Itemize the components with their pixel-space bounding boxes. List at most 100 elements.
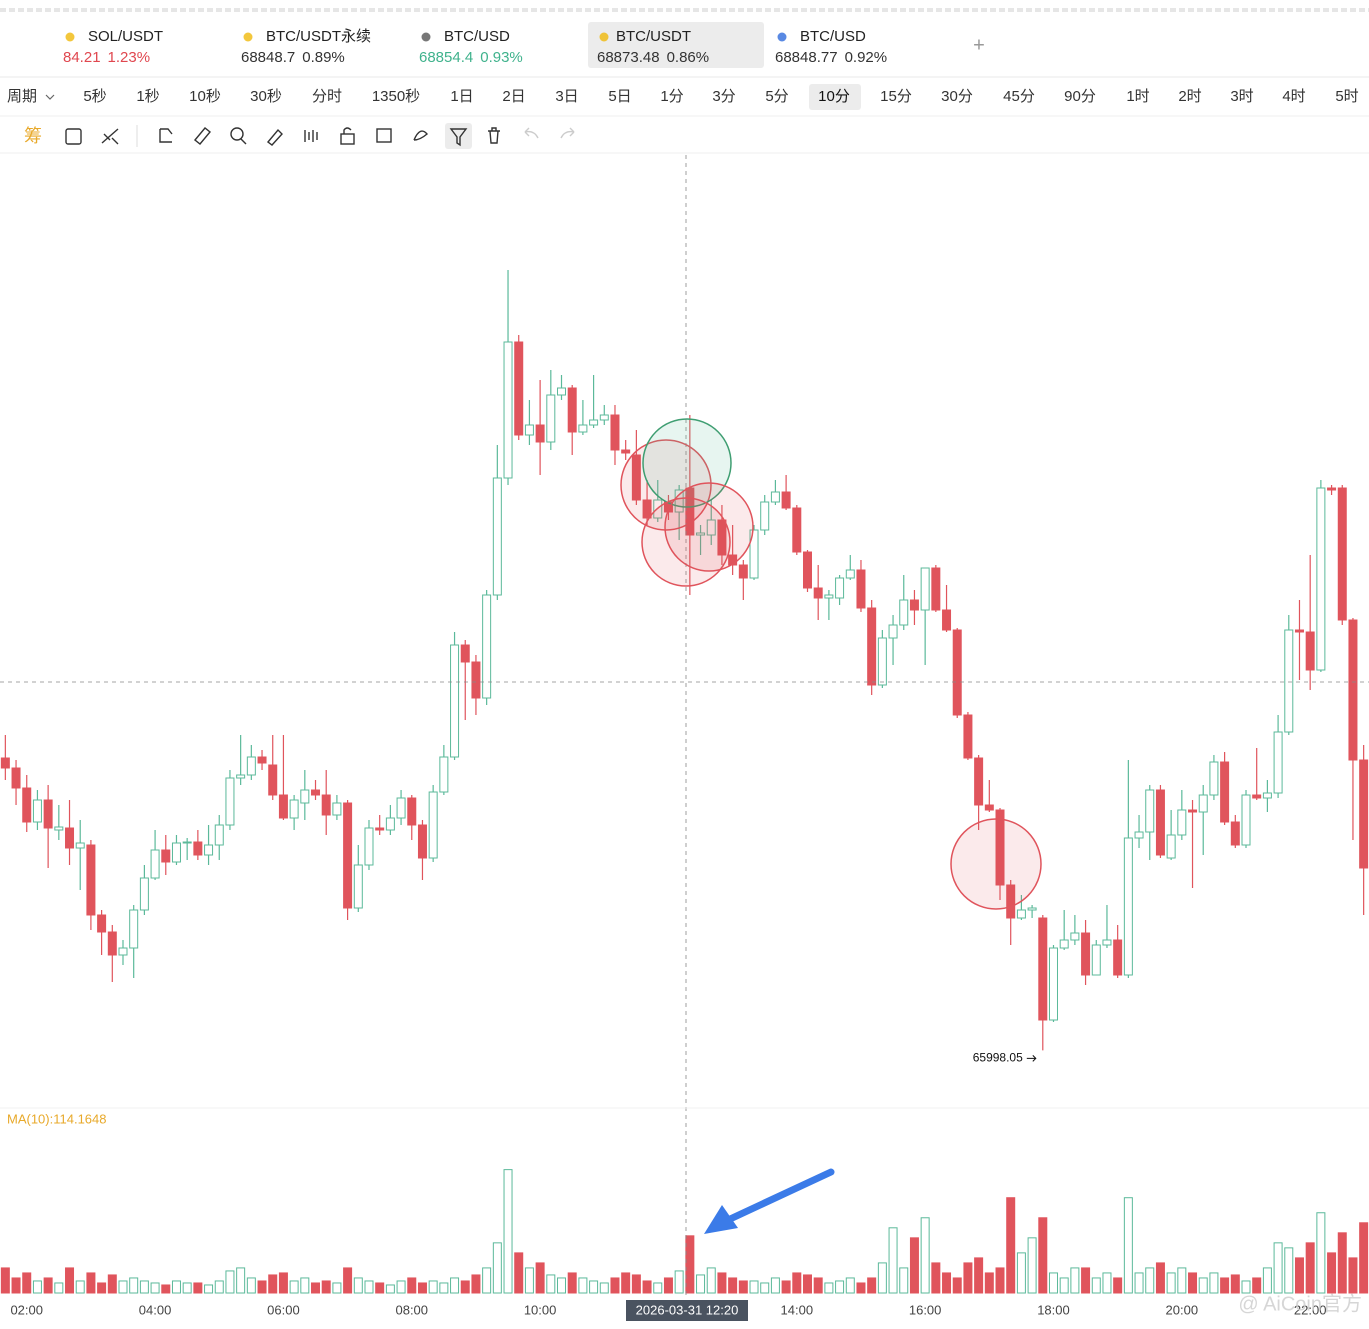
period-option[interactable]: 1秒 bbox=[136, 88, 159, 105]
volume-bar bbox=[97, 1282, 107, 1294]
volume-bar bbox=[43, 1277, 53, 1294]
volume-bar bbox=[1166, 1272, 1176, 1294]
period-option[interactable]: 30分 bbox=[941, 88, 973, 105]
tool-icon[interactable] bbox=[101, 128, 119, 145]
period-option[interactable]: 1时 bbox=[1126, 88, 1149, 105]
ticker-bar: SOL/USDT 84.21 1.23% BTC/USDT永续 68848.7 0.89%… bbox=[63, 28, 887, 66]
x-tick-label: 08:00 bbox=[395, 1302, 428, 1317]
period-option[interactable]: 1分 bbox=[660, 88, 683, 105]
exchange-icon bbox=[243, 32, 253, 42]
period-option[interactable]: 90分 bbox=[1064, 88, 1096, 105]
candle-body bbox=[920, 567, 930, 611]
tool-icon[interactable] bbox=[159, 128, 173, 143]
ticker-tab[interactable]: BTC/USDT永续 68848.7 0.89% bbox=[241, 28, 371, 66]
period-option[interactable]: 5时 bbox=[1335, 88, 1358, 105]
tool-icon[interactable] bbox=[449, 128, 468, 147]
volume-bar bbox=[86, 1272, 96, 1294]
volume-bar bbox=[1145, 1267, 1155, 1294]
period-option[interactable]: 45分 bbox=[1003, 88, 1035, 105]
volume-bar bbox=[653, 1282, 663, 1294]
candle-body bbox=[1016, 909, 1026, 919]
tool-icon[interactable] bbox=[343, 127, 352, 134]
volume-bar bbox=[835, 1280, 845, 1294]
ticker-tab[interactable]: BTC/USD 68848.77 0.92% bbox=[775, 28, 887, 66]
candle-body bbox=[749, 529, 759, 579]
tool-icon[interactable] bbox=[413, 130, 428, 141]
undo[interactable] bbox=[524, 127, 539, 139]
tool-icon[interactable] bbox=[240, 138, 247, 145]
chip-button[interactable]: 筹 bbox=[24, 126, 42, 146]
volume-bar bbox=[984, 1272, 994, 1294]
candle-body bbox=[824, 594, 834, 599]
volume-bar bbox=[899, 1267, 909, 1294]
period-option[interactable]: 15分 bbox=[880, 88, 912, 105]
drawn-circle[interactable] bbox=[641, 497, 731, 587]
volume-bar bbox=[1027, 1237, 1037, 1294]
period-option[interactable]: 3时 bbox=[1230, 88, 1253, 105]
volume-bar bbox=[1006, 1197, 1016, 1294]
candle-body bbox=[1038, 917, 1048, 1021]
volume-bar bbox=[204, 1284, 214, 1294]
candle-body bbox=[888, 624, 898, 639]
tool-icon[interactable] bbox=[340, 133, 355, 145]
candle-body bbox=[535, 424, 545, 443]
candle-body bbox=[75, 842, 85, 849]
tool-icon[interactable] bbox=[304, 130, 318, 142]
period-option[interactable]: 2日 bbox=[502, 88, 525, 105]
tool-icon[interactable] bbox=[65, 128, 82, 145]
tool-icon[interactable] bbox=[194, 127, 211, 145]
drawn-circle[interactable] bbox=[950, 818, 1042, 910]
volume-bar bbox=[974, 1257, 984, 1294]
period-option[interactable]: 30秒 bbox=[250, 88, 282, 105]
candle-body bbox=[1081, 932, 1091, 976]
period-option[interactable]: 分时 bbox=[312, 88, 342, 105]
candle-body bbox=[22, 787, 32, 823]
volume-bar bbox=[1241, 1280, 1251, 1294]
tool-icon[interactable] bbox=[376, 128, 392, 143]
volume-bar bbox=[1252, 1277, 1262, 1294]
ticker-tab[interactable]: SOL/USDT 84.21 1.23% bbox=[63, 28, 163, 66]
volume-bar bbox=[1262, 1267, 1272, 1294]
candle-body bbox=[0, 757, 10, 769]
drawn-circle[interactable] bbox=[642, 418, 732, 508]
redo[interactable] bbox=[560, 127, 575, 139]
candle-body bbox=[460, 644, 470, 663]
tool-icon[interactable] bbox=[230, 127, 244, 141]
period-option[interactable]: 10秒 bbox=[189, 88, 221, 105]
period-option[interactable]: 3日 bbox=[555, 88, 578, 105]
ticker-tab[interactable]: BTC/USDT 68873.48 0.86% bbox=[597, 28, 709, 66]
period-option[interactable]: 3分 bbox=[712, 88, 735, 105]
x-tick-label: 02:00 bbox=[10, 1302, 43, 1317]
period-option[interactable]: 周期 bbox=[7, 88, 37, 105]
drawn-circle[interactable] bbox=[664, 482, 754, 572]
volume-bar bbox=[1038, 1217, 1048, 1294]
candle-body bbox=[278, 794, 288, 819]
candle-body bbox=[257, 756, 267, 764]
period-option[interactable]: 5日 bbox=[608, 88, 631, 105]
period-option[interactable]: 10分 bbox=[818, 88, 850, 105]
arrow-head bbox=[704, 1205, 738, 1234]
volume-bar bbox=[738, 1280, 748, 1294]
candle-body bbox=[1230, 821, 1240, 846]
candle-body bbox=[1209, 761, 1219, 796]
volume-bar bbox=[845, 1277, 855, 1294]
volume-bar bbox=[311, 1282, 321, 1294]
candle-body bbox=[621, 449, 631, 454]
add-tab[interactable]: + bbox=[973, 34, 985, 56]
period-option[interactable]: 1350秒 bbox=[372, 88, 420, 105]
volume-bar bbox=[32, 1280, 42, 1294]
tool-icon[interactable] bbox=[266, 128, 283, 146]
ticker-tab[interactable]: BTC/USD 68854.4 0.93% bbox=[419, 28, 523, 66]
tool-icon[interactable] bbox=[488, 127, 500, 144]
volume-bar bbox=[760, 1282, 770, 1294]
candle-body bbox=[236, 774, 246, 779]
volume-bar bbox=[225, 1270, 235, 1294]
candle-body bbox=[385, 817, 395, 831]
period-option[interactable]: 4时 bbox=[1282, 88, 1305, 105]
period-option[interactable]: 5分 bbox=[765, 88, 788, 105]
period-option[interactable]: 5秒 bbox=[83, 88, 106, 105]
candle-body bbox=[524, 424, 534, 436]
period-option[interactable]: 2时 bbox=[1178, 88, 1201, 105]
period-bar: 周期 5秒 1秒 10秒 30秒 分时 1350秒 1日 2日 3日 5日 1分 3分 5分 10分 15分 3… bbox=[7, 88, 1359, 105]
period-option[interactable]: 1日 bbox=[450, 88, 473, 105]
